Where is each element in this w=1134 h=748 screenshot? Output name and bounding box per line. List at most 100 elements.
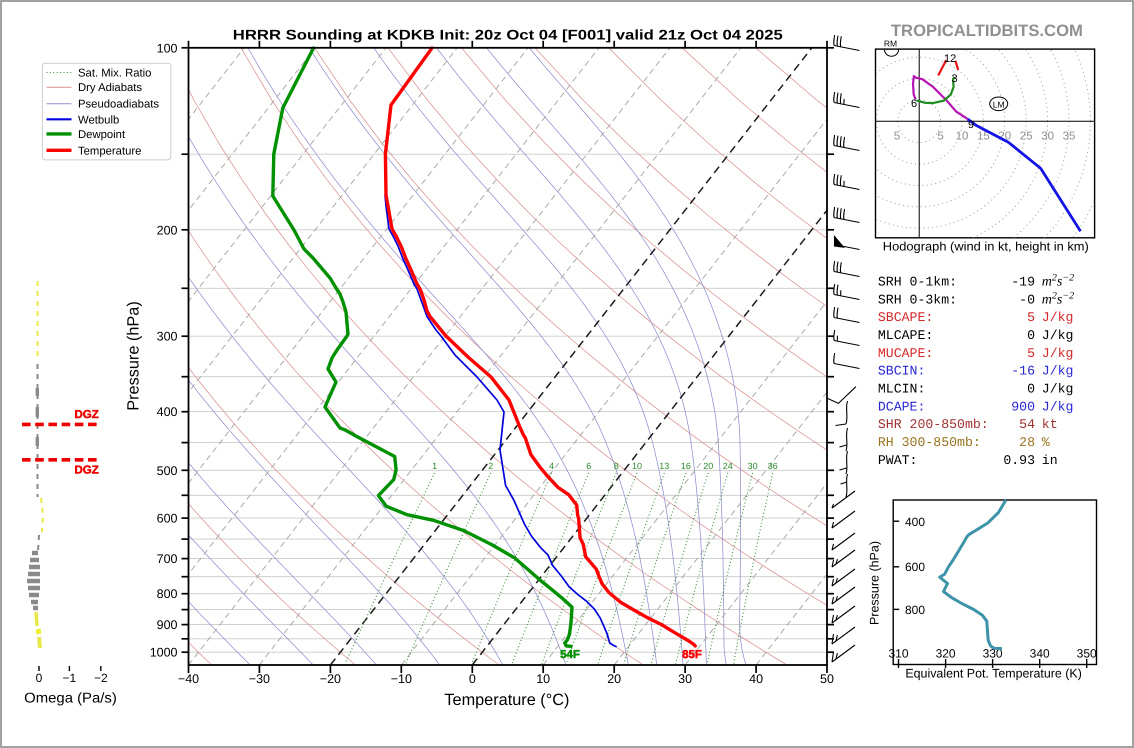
svg-text:6: 6 <box>586 461 591 471</box>
svg-text:PWAT:: PWAT: <box>878 453 918 468</box>
svg-text:0.93: 0.93 <box>1003 453 1035 468</box>
svg-text:900: 900 <box>157 618 178 632</box>
svg-text:320: 320 <box>936 647 956 661</box>
svg-text:0: 0 <box>36 671 43 685</box>
svg-text:SBCAPE:: SBCAPE: <box>878 310 933 325</box>
svg-text:TROPICALTIDBITS.COM: TROPICALTIDBITS.COM <box>891 22 1083 40</box>
svg-text:Wetbulb: Wetbulb <box>78 114 119 126</box>
svg-text:36: 36 <box>768 461 778 471</box>
svg-text:13: 13 <box>659 461 669 471</box>
svg-text:0: 0 <box>1027 382 1035 397</box>
svg-text:30: 30 <box>678 672 692 686</box>
svg-text:Sat. Mix. Ratio: Sat. Mix. Ratio <box>78 68 151 80</box>
svg-text:Pressure (hPa): Pressure (hPa) <box>125 301 143 411</box>
svg-text:400: 400 <box>157 405 178 419</box>
svg-text:MUCAPE:: MUCAPE: <box>878 346 933 361</box>
svg-text:Dewpoint: Dewpoint <box>78 129 126 141</box>
svg-text:J/kg: J/kg <box>1042 310 1074 325</box>
svg-text:SRH 0-1km:: SRH 0-1km: <box>878 275 957 290</box>
svg-text:Equivalent Pot. Temperature (K: Equivalent Pot. Temperature (K) <box>905 667 1082 681</box>
svg-text:-19: -19 <box>1011 275 1035 290</box>
svg-text:−1: −1 <box>63 671 77 685</box>
svg-text:Pseudoadiabats: Pseudoadiabats <box>78 99 159 111</box>
svg-text:J/kg: J/kg <box>1042 346 1074 361</box>
svg-text:35: 35 <box>1063 131 1076 143</box>
svg-text:8: 8 <box>614 461 619 471</box>
svg-text:%: % <box>1042 435 1050 450</box>
svg-text:Temperature (°C): Temperature (°C) <box>444 691 569 709</box>
svg-text:10: 10 <box>632 461 642 471</box>
svg-text:Temperature: Temperature <box>78 145 141 157</box>
svg-text:600: 600 <box>905 560 925 574</box>
svg-text:28: 28 <box>1019 435 1035 450</box>
svg-text:HRRR Sounding at KDKB Init: 20: HRRR Sounding at KDKB Init: 20z Oct 04 [… <box>233 27 783 43</box>
svg-text:340: 340 <box>1030 647 1050 661</box>
svg-text:RM: RM <box>884 39 897 49</box>
svg-text:0: 0 <box>1027 328 1035 343</box>
svg-text:in: in <box>1042 453 1058 468</box>
svg-text:100: 100 <box>157 41 178 55</box>
svg-text:50: 50 <box>820 672 834 686</box>
svg-text:20: 20 <box>607 672 621 686</box>
svg-text:DGZ: DGZ <box>74 465 98 477</box>
svg-text:kt: kt <box>1042 417 1058 432</box>
svg-text:SRH 0-3km:: SRH 0-3km: <box>878 292 957 307</box>
svg-text:30: 30 <box>1041 131 1054 143</box>
svg-text:MLCIN:: MLCIN: <box>878 382 925 397</box>
svg-text:J/kg: J/kg <box>1042 399 1074 414</box>
svg-text:3: 3 <box>952 73 958 85</box>
svg-text:Pressure (hPa): Pressure (hPa) <box>868 541 882 625</box>
svg-text:5: 5 <box>1027 346 1035 361</box>
svg-text:MLCAPE:: MLCAPE: <box>878 328 933 343</box>
svg-text:700: 700 <box>157 552 178 566</box>
svg-text:85F: 85F <box>682 649 702 661</box>
svg-text:350: 350 <box>1077 647 1097 661</box>
svg-text:−2: −2 <box>94 671 108 685</box>
svg-text:10: 10 <box>536 672 550 686</box>
svg-text:5: 5 <box>894 131 900 143</box>
svg-text:12: 12 <box>944 53 956 65</box>
svg-text:DGZ: DGZ <box>74 409 98 421</box>
svg-text:Hodograph (wind in kt, height: Hodograph (wind in kt, height in km) <box>883 240 1089 254</box>
svg-text:24: 24 <box>723 461 733 471</box>
svg-text:30: 30 <box>748 461 758 471</box>
svg-text:40: 40 <box>749 672 763 686</box>
svg-text:10: 10 <box>956 131 969 143</box>
svg-text:−40: −40 <box>178 672 199 686</box>
svg-text:−30: −30 <box>249 672 270 686</box>
svg-text:1: 1 <box>432 461 437 471</box>
svg-text:9: 9 <box>968 119 974 131</box>
svg-text:400: 400 <box>905 515 925 529</box>
svg-text:2: 2 <box>488 461 493 471</box>
svg-text:310: 310 <box>888 647 908 661</box>
svg-text:900: 900 <box>1011 399 1035 414</box>
svg-text:-0: -0 <box>1019 292 1035 307</box>
svg-text:RH 300-850mb:: RH 300-850mb: <box>878 435 981 450</box>
svg-text:500: 500 <box>157 464 178 478</box>
svg-text:800: 800 <box>157 587 178 601</box>
svg-text:J/kg: J/kg <box>1042 382 1074 397</box>
svg-text:54: 54 <box>1019 417 1035 432</box>
svg-text:DCAPE:: DCAPE: <box>878 399 925 414</box>
svg-text:1000: 1000 <box>150 646 178 660</box>
svg-text:200: 200 <box>157 223 178 237</box>
svg-text:−20: −20 <box>320 672 341 686</box>
svg-text:330: 330 <box>983 647 1003 661</box>
svg-text:300: 300 <box>157 330 178 344</box>
svg-text:LM: LM <box>993 99 1005 109</box>
svg-text:600: 600 <box>157 512 178 526</box>
svg-text:6: 6 <box>911 98 917 110</box>
svg-text:5: 5 <box>1027 310 1035 325</box>
svg-text:5: 5 <box>937 131 943 143</box>
svg-text:SHR 200-850mb:: SHR 200-850mb: <box>878 417 989 432</box>
svg-text:-16: -16 <box>1011 364 1035 379</box>
svg-text:800: 800 <box>905 603 925 617</box>
svg-text:4: 4 <box>549 461 554 471</box>
svg-text:0: 0 <box>469 672 476 686</box>
svg-text:J/kg: J/kg <box>1042 364 1074 379</box>
svg-text:Dry Adiabats: Dry Adiabats <box>78 82 142 94</box>
svg-text:SBCIN:: SBCIN: <box>878 364 925 379</box>
svg-text:25: 25 <box>1020 131 1033 143</box>
svg-text:−10: −10 <box>391 672 412 686</box>
svg-text:20: 20 <box>703 461 713 471</box>
